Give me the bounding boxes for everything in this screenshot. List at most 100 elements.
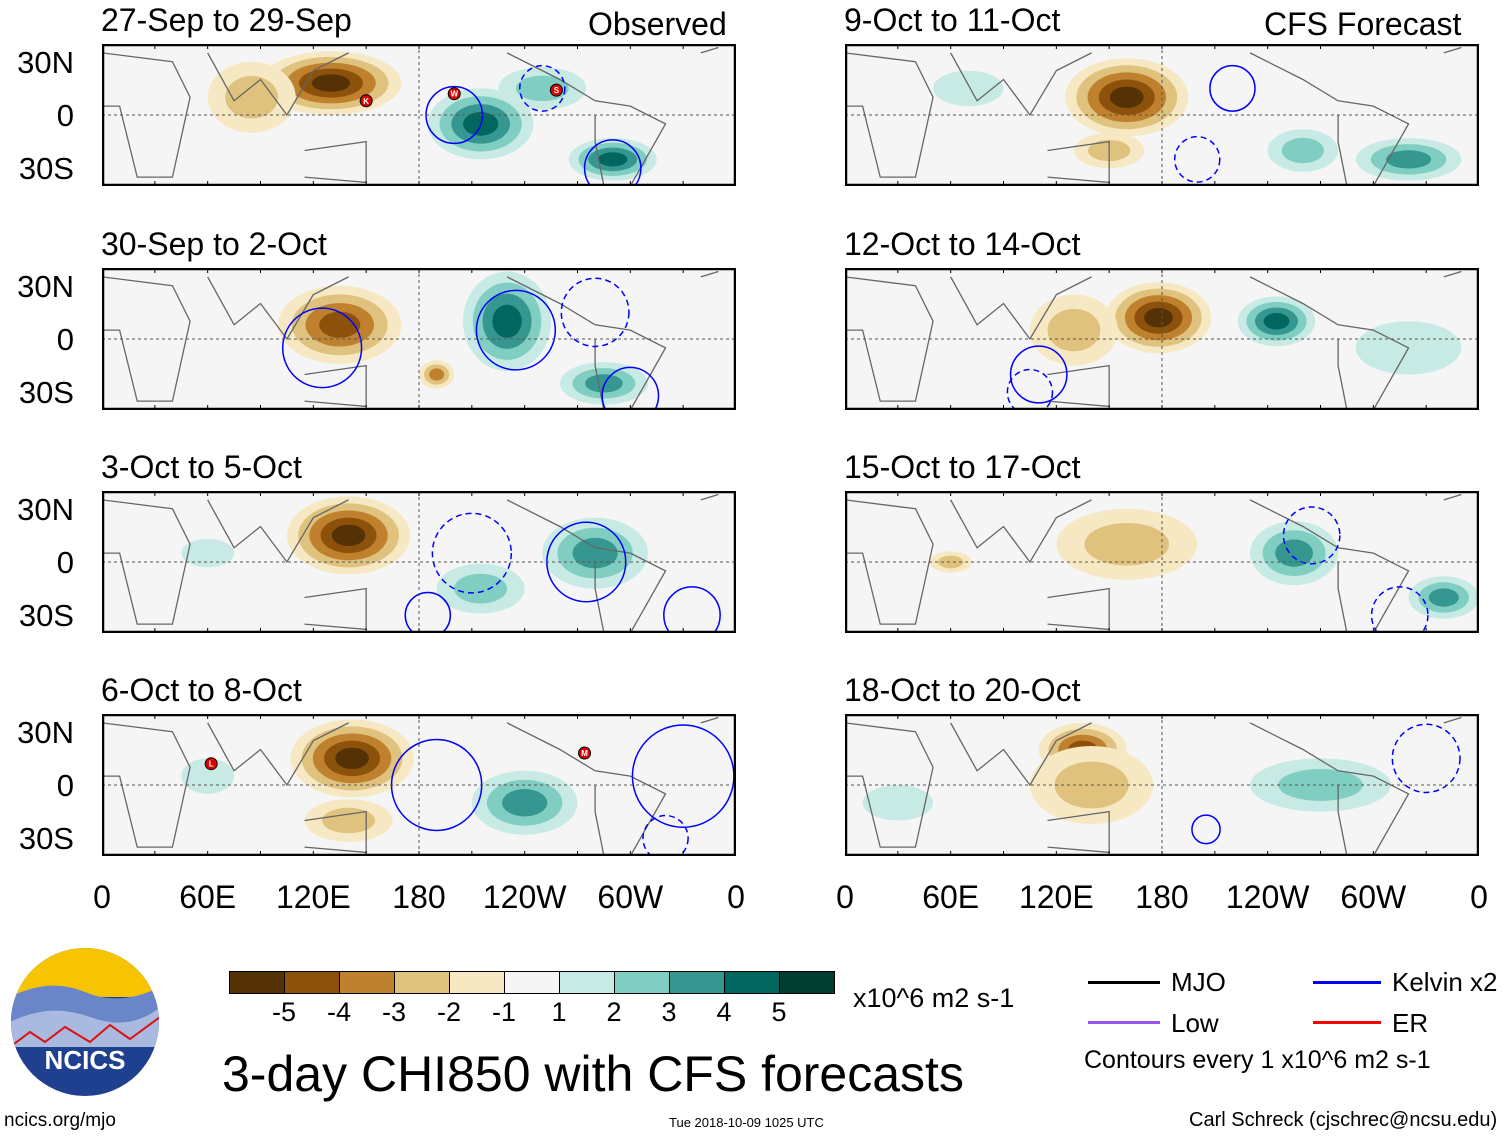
legend-line-low [1088,1021,1160,1024]
coastline [506,52,667,186]
coastline [1249,52,1410,186]
colorbar-swatch [560,972,615,993]
legend-line-mjo [1088,981,1160,984]
colorbar-swatch [725,972,780,993]
lat-label: 30S [18,375,74,410]
colorbar-label: 5 [771,997,787,1027]
coastline [1443,46,1462,54]
colorbar-label: -3 [381,997,407,1027]
coastline [1443,270,1462,278]
logo-text: NCICS [45,1045,126,1075]
coastline [506,276,667,410]
legend-line-kelvin [1313,981,1381,984]
kelvin-contour [1209,64,1256,112]
coastline [1443,493,1462,501]
coastline [102,499,191,625]
negative-anomaly [225,75,279,119]
legend-label-kelvin: Kelvin x2 [1392,967,1498,997]
map-panel [845,714,1479,856]
lat-label: 0 [56,98,74,133]
map-panel [845,44,1479,186]
lat-label: 0 [56,768,74,803]
lon-label: 0 [93,879,111,915]
lon-label: 120W [482,879,567,915]
kelvin-contour [1173,135,1221,183]
timestamp: Tue 2018-10-09 1025 UTC [669,1115,824,1130]
coastline [1047,810,1110,854]
colorbar-swatch [450,972,505,993]
source-url[interactable]: ncics.org/mjo [4,1110,116,1131]
kelvin-contour [583,139,642,186]
coastline [304,364,367,408]
positive-anomaly [181,538,235,568]
lon-label: 60W [1340,879,1407,915]
colorbar-swatch [670,972,725,993]
positive-anomaly [598,152,628,167]
lat-label: 30S [18,151,74,186]
kelvin-contour [1006,368,1054,410]
colorbar-swatch [395,972,450,993]
kelvin-contour [518,64,566,112]
colorbar-label: 4 [716,997,732,1027]
panel-title: 30-Sep to 2-Oct [101,226,327,262]
kelvin-contour [642,814,689,856]
panel-title: 18-Oct to 20-Oct [844,672,1081,708]
coastline [207,722,349,787]
storm-id: M [581,749,588,758]
coastline [1249,499,1410,633]
coastline [304,140,367,184]
lat-label: 0 [56,545,74,580]
panel-title: 9-Oct to 11-Oct [844,2,1061,38]
colorbar-label: 1 [551,997,567,1027]
lat-label: 30S [18,598,74,633]
lon-label: 120W [1225,879,1310,915]
colorbar-label: 3 [661,997,677,1027]
lon-label: 120E [275,879,351,915]
storm-marker: W [447,87,461,101]
colorbar-label: -4 [326,997,352,1027]
kelvin-contour [560,277,630,348]
coastline [700,46,719,54]
colorbar-swatch [615,972,670,993]
positive-anomaly [1281,137,1325,164]
coastline [102,52,191,178]
kelvin-contour [281,307,363,389]
positive-anomaly [1385,150,1432,169]
lon-label: 0 [727,879,745,915]
map-panel [845,491,1479,633]
coastline [1443,716,1462,724]
kelvin-contour [1009,345,1068,404]
lon-label: 60W [597,879,664,915]
coastline [207,499,349,564]
kelvin-contour [1370,586,1429,633]
legend-line-er [1313,1021,1381,1024]
coastline [506,722,667,856]
coastline [950,722,1092,787]
negative-anomaly [1109,86,1144,108]
kelvin-contour [475,289,557,371]
coastline [845,499,934,625]
kelvin-contour [1282,506,1341,565]
kelvin-contour [1191,814,1221,845]
coastline [950,499,1092,564]
negative-anomaly [322,807,375,834]
lon-label: 120E [1018,879,1094,915]
positive-anomaly [454,573,508,604]
storm-marker: S [549,83,563,97]
lon-label: 60E [922,879,980,915]
colorbar-label: 2 [606,997,622,1027]
colorbar-swatch [285,972,340,993]
kelvin-contour [1391,723,1461,794]
negative-anomaly [429,368,445,381]
colorbar-label: -1 [491,997,517,1027]
negative-anomaly [311,74,351,92]
coastline [207,276,349,341]
coastline [845,276,934,402]
coastline [1249,722,1410,856]
storm-id: K [363,97,369,106]
colorbar-swatch [340,972,395,993]
kelvin-contour [431,512,513,594]
lon-label: 180 [1135,879,1189,915]
